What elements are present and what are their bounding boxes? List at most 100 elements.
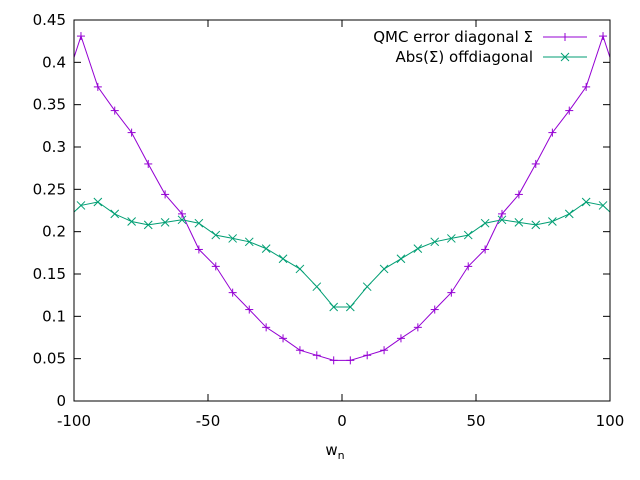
data-point [127,128,136,137]
marker-stroke [413,244,423,253]
data-point [160,217,170,227]
marker-stroke [497,215,507,225]
legend-entry-2: Abs(Σ) offdiagonal [395,48,587,66]
marker-stroke [616,218,624,226]
marker-stroke [463,230,473,240]
data-point [245,305,254,314]
data-point [60,84,68,92]
marker-stroke [211,230,221,240]
data-point [616,84,624,92]
marker-stroke [598,201,608,210]
x-tick-label: -50 [196,412,221,430]
data-point [295,346,304,355]
marker-stroke [362,282,372,292]
marker-stroke [430,237,440,247]
series-2 [74,197,624,312]
data-point [430,237,440,247]
y-tick-label: 0.3 [42,138,66,156]
data-point [329,302,339,312]
axes: 0 0.05 0.1 0.15 0.2 0.25 0.3 0.35 0.4 0.45 -100 -50… [33,11,625,430]
legend-entry-1: QMC error diagonal Σ [373,28,587,46]
data-point [312,282,322,292]
marker-stroke [76,201,86,210]
data-point [413,244,423,253]
y-tick-label: 0.1 [42,307,66,325]
data-point [464,262,473,271]
marker-stroke [531,220,541,230]
data-point [582,82,591,91]
marker-stroke [261,244,271,253]
data-point [346,356,355,365]
data-point [312,351,321,360]
data-point [127,217,136,226]
y-tick-label: 0.45 [33,11,66,29]
data-point [76,32,85,41]
data-point [345,302,355,312]
legend-label: Abs(Σ) offdiagonal [395,48,533,66]
data-point [262,323,271,332]
y-tick-label: 0.25 [33,180,66,198]
x-axis-label-subscript: n [338,449,345,462]
data-point [211,262,220,271]
marker-stroke [160,217,170,227]
marker-stroke [548,217,557,226]
marker-stroke [312,282,322,292]
marker-stroke [329,302,339,312]
data-point [413,323,422,332]
series-line [74,34,610,361]
marker-stroke [480,218,490,228]
data-point [144,159,153,168]
data-point [93,82,102,91]
data-point [531,159,540,168]
data-point [481,245,490,254]
y-tick-label: 0.4 [42,53,66,71]
data-point [430,305,439,314]
y-tick-label: 0 [56,392,66,410]
data-point [396,254,406,264]
marker-stroke [616,218,624,226]
marker-stroke [446,234,456,243]
marker-stroke [379,264,389,274]
x-tick-label: -100 [57,412,91,430]
marker-stroke [278,254,288,264]
marker-stroke [228,234,238,243]
marker-stroke [345,302,355,312]
data-point [599,32,608,41]
data-point [616,218,624,226]
data-point [548,128,557,137]
y-tick-label: 0.2 [42,223,66,241]
marker-stroke [93,197,103,207]
marker-stroke [143,220,153,230]
data-point [178,209,187,218]
plot-frame [73,19,611,402]
data-point [177,215,187,225]
data-point [211,230,221,240]
marker-stroke [244,237,254,247]
marker-stroke [560,52,570,62]
data-point [278,254,288,264]
data-point [194,245,203,254]
marker-stroke [564,209,574,219]
series-layer [60,32,624,365]
data-point [161,190,170,199]
data-point [244,237,254,247]
marker-stroke [127,217,136,226]
y-tick-label: 0.35 [33,96,66,114]
data-point [380,346,389,355]
data-point [598,201,608,210]
data-point [279,334,288,343]
data-point [497,215,507,225]
data-point [514,190,523,199]
marker-stroke [110,209,120,219]
y-tick-label: 0.15 [33,265,66,283]
y-tick-label: 0.05 [33,350,66,368]
data-point [110,209,120,219]
x-tick-label: 0 [337,412,347,430]
data-point [261,244,271,253]
data-point [76,201,86,210]
marker-stroke [177,215,187,225]
data-point [396,334,405,343]
data-point [581,197,591,207]
series-line [74,201,610,308]
data-point [548,217,557,226]
